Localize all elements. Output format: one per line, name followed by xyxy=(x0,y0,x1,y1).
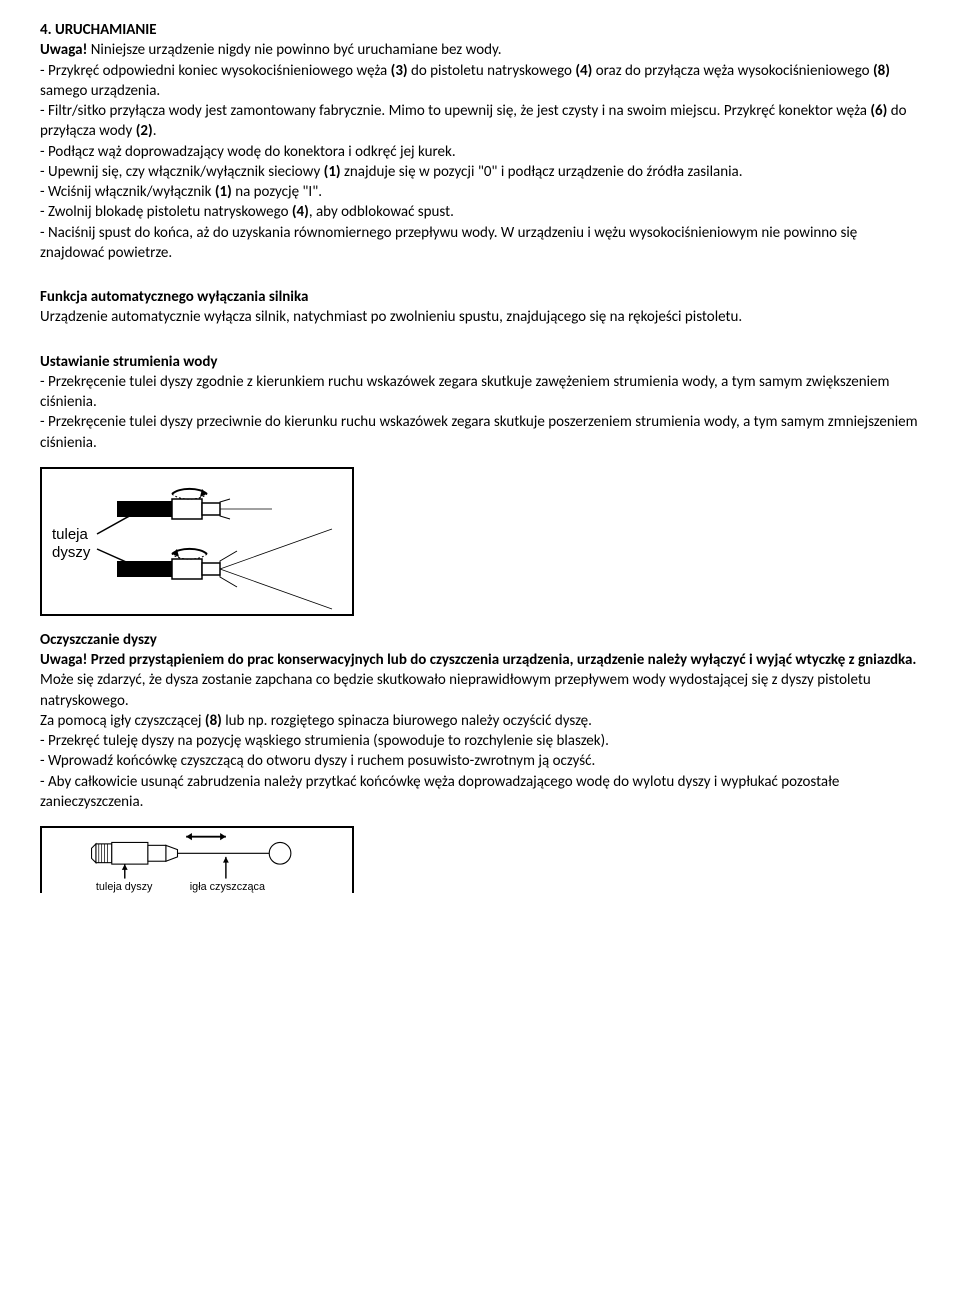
step-7: - Naciśnij spust do końca, aż do uzyskan… xyxy=(40,223,920,264)
cleaning-needle-diagram: tuleja dyszy igła czyszcząca xyxy=(40,826,354,893)
clean-p3: - Przekręć tuleję dyszy na pozycję wąski… xyxy=(40,731,920,751)
text: do pistoletu natryskowego xyxy=(408,62,576,80)
text: - Zwolnij blokadę pistoletu natryskowego xyxy=(40,203,292,221)
warning-line: Uwaga! Niniejsze urządzenie nigdy nie po… xyxy=(40,40,920,60)
nozzle-bottom xyxy=(117,529,332,609)
text: - Filtr/sitko przyłącza wody jest zamont… xyxy=(40,102,870,120)
text: - Wciśnij włącznik/wyłącznik xyxy=(40,183,215,201)
needle-handle xyxy=(269,842,291,864)
ref: (4) xyxy=(292,203,309,221)
func-text: Urządzenie automatycznie wyłącza silnik,… xyxy=(40,307,920,327)
subsection-heading: Ustawianie strumienia wody xyxy=(40,352,920,372)
diagram-label: dyszy xyxy=(52,544,91,561)
clean-warning: Uwaga! Przed przystąpieniem do prac kons… xyxy=(40,650,920,670)
text: Za pomocą igły czyszczącej xyxy=(40,712,205,730)
diagram-label: tuleja xyxy=(52,526,89,543)
step-4: - Upewnij się, czy włącznik/wyłącznik si… xyxy=(40,162,920,182)
warning-prefix: Uwaga! xyxy=(40,41,87,59)
text: oraz do przyłącza węża wysokociśnieniowe… xyxy=(592,62,873,80)
ref: (2) xyxy=(136,122,153,140)
text: - Przykręć odpowiedni koniec wysokociśni… xyxy=(40,62,391,80)
text: na pozycję "I". xyxy=(232,183,322,201)
text: . xyxy=(153,122,157,140)
step-5: - Wciśnij włącznik/wyłącznik (1) na pozy… xyxy=(40,182,920,202)
text: samego urządzenia. xyxy=(40,82,160,100)
ref: (4) xyxy=(575,62,592,80)
nozzle-body xyxy=(92,842,178,864)
section-heading: 4. URUCHAMIANIE xyxy=(40,20,920,40)
step-3: - Podłącz wąż doprowadzający wodę do kon… xyxy=(40,142,920,162)
step-6: - Zwolnij blokadę pistoletu natryskowego… xyxy=(40,202,920,222)
clean-p1: Może się zdarzyć, że dysza zostanie zapc… xyxy=(40,670,920,711)
ref: (6) xyxy=(870,102,887,120)
text: - Upewnij się, czy włącznik/wyłącznik si… xyxy=(40,163,324,181)
clean-p4: - Wprowadź końcówkę czyszczącą do otworu… xyxy=(40,751,920,771)
text: znajduje się w pozycji "0" i podłącz urz… xyxy=(341,163,743,181)
ref: (8) xyxy=(205,712,222,730)
ref: (8) xyxy=(873,62,890,80)
step-1: - Przykręć odpowiedni koniec wysokociśni… xyxy=(40,61,920,102)
clean-p2: Za pomocą igły czyszczącej (8) lub np. r… xyxy=(40,711,920,731)
step-2: - Filtr/sitko przyłącza wody jest zamont… xyxy=(40,101,920,142)
ref: (1) xyxy=(324,163,341,181)
text: lub np. rozgiętego spinacza biurowego na… xyxy=(222,712,592,730)
text: , aby odblokować spust. xyxy=(309,203,454,221)
ref: (3) xyxy=(391,62,408,80)
nozzle-rotation-diagram: tuleja dyszy xyxy=(40,467,354,616)
diagram-label: tuleja dyszy xyxy=(96,881,153,893)
stream-p2: - Przekręcenie tulei dyszy przeciwnie do… xyxy=(40,412,920,453)
warning-text: Niniejsze urządzenie nigdy nie powinno b… xyxy=(87,41,501,59)
diagram-label: igła czyszcząca xyxy=(190,881,266,893)
stream-p1: - Przekręcenie tulei dyszy zgodnie z kie… xyxy=(40,372,920,413)
subsection-heading: Oczyszczanie dyszy xyxy=(40,630,920,650)
motion-arrow xyxy=(186,833,226,840)
subsection-heading: Funkcja automatycznego wyłączania silnik… xyxy=(40,287,920,307)
clean-p5: - Aby całkowicie usunąć zabrudzenia nale… xyxy=(40,772,920,813)
ref: (1) xyxy=(215,183,232,201)
nozzle-top xyxy=(117,489,272,519)
